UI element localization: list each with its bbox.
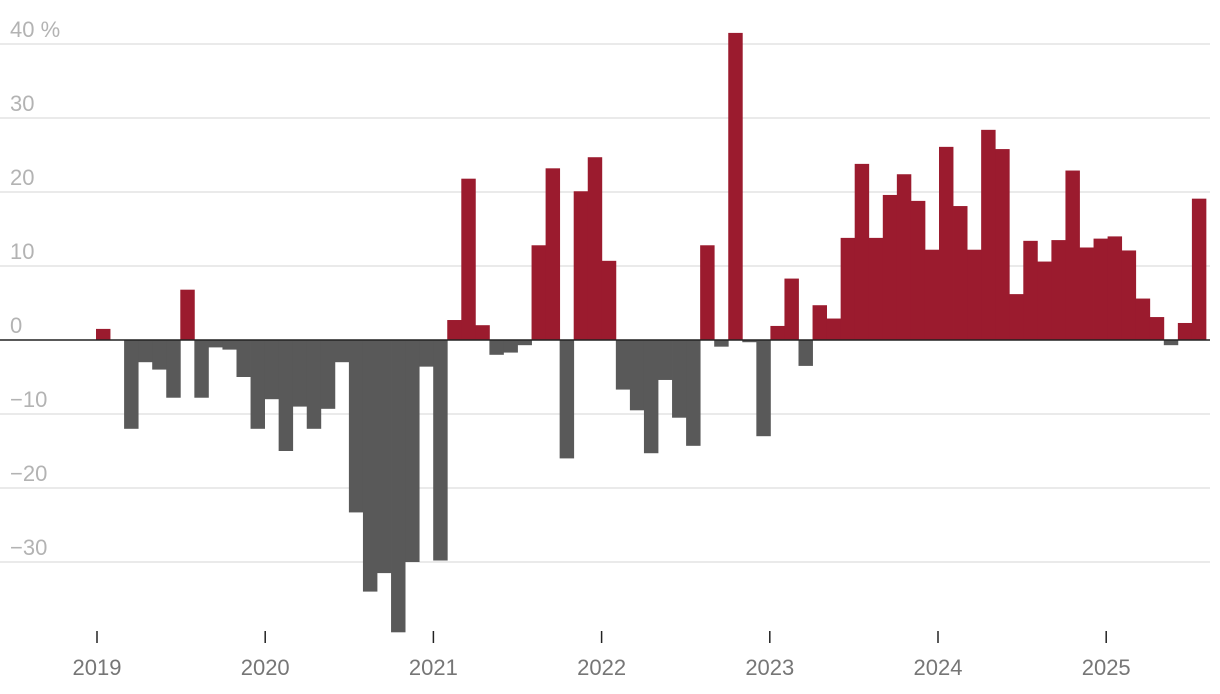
bar-negative <box>405 340 420 562</box>
bar-positive <box>1093 238 1108 340</box>
bar-negative <box>377 340 392 574</box>
y-tick-label: 40 % <box>10 17 60 42</box>
bar-positive <box>601 260 617 340</box>
x-tick-label: 2024 <box>914 655 963 680</box>
bar-positive <box>910 200 926 340</box>
bar-positive <box>461 178 476 340</box>
bar-positive <box>812 305 827 340</box>
bar-positive <box>953 206 968 340</box>
bar-positive <box>96 328 111 340</box>
grid-lines <box>0 43 1210 563</box>
y-tick-label: 0 <box>10 313 22 338</box>
bar-negative <box>1163 340 1179 346</box>
bar-negative <box>615 340 631 390</box>
bar-negative <box>138 340 153 363</box>
bar-positive <box>1135 298 1151 340</box>
bar-negative <box>166 340 181 398</box>
bar-negative <box>264 340 280 400</box>
bar-positive <box>981 129 996 340</box>
axes <box>0 339 1210 643</box>
bar-negative <box>658 340 673 380</box>
x-tick-label: 2020 <box>241 655 290 680</box>
bar-positive <box>770 325 785 340</box>
bar-negative <box>292 340 308 407</box>
bar-negative <box>124 340 139 429</box>
bar-positive <box>545 168 561 340</box>
bar-positive <box>784 278 799 340</box>
x-tick-label: 2021 <box>409 655 458 680</box>
bar-negative <box>236 340 251 377</box>
bar-positive <box>1177 322 1193 340</box>
bar-positive <box>531 245 546 340</box>
bar-positive <box>1023 240 1038 340</box>
y-tick-label: −20 <box>10 461 47 486</box>
bar-negative <box>714 340 729 347</box>
bar-negative <box>208 340 223 348</box>
bar-negative <box>391 340 406 633</box>
bar-negative <box>559 340 575 459</box>
bar-negative <box>306 340 322 429</box>
bar-negative <box>278 340 294 451</box>
bar-positive <box>728 32 743 341</box>
y-tick-label: −10 <box>10 387 47 412</box>
bar-positive <box>1051 240 1066 340</box>
bars <box>96 32 1207 633</box>
y-tick-label: −30 <box>10 535 47 560</box>
bar-positive <box>180 289 195 340</box>
bar-negative <box>503 340 518 353</box>
bar-positive <box>826 318 842 340</box>
x-tick-label: 2022 <box>577 655 626 680</box>
bar-positive <box>868 237 884 340</box>
bar-positive <box>854 163 870 340</box>
bar-negative <box>222 340 237 350</box>
bar-positive <box>587 157 603 340</box>
bar-positive <box>939 146 954 340</box>
bar-positive <box>1107 236 1123 340</box>
bar-negative <box>250 340 265 429</box>
bar-positive <box>700 245 715 340</box>
bar-positive <box>1121 250 1137 340</box>
bar-negative <box>194 340 209 398</box>
bar-positive <box>924 249 940 340</box>
bar-negative <box>419 340 434 367</box>
bar-positive <box>573 191 589 340</box>
x-tick-label: 2019 <box>73 655 122 680</box>
y-tick-label: 10 <box>10 239 34 264</box>
x-tick-label: 2023 <box>745 655 794 680</box>
y-tick-label: 30 <box>10 91 34 116</box>
bar-negative <box>643 340 659 454</box>
bar-positive <box>995 149 1010 340</box>
bar-positive <box>840 237 856 340</box>
bar-negative <box>629 340 645 411</box>
bar-negative <box>742 340 757 343</box>
bar-positive <box>475 325 490 340</box>
bar-negative <box>489 340 504 355</box>
bar-positive <box>1191 198 1207 340</box>
bar-positive <box>1065 170 1080 340</box>
x-tick-label: 2025 <box>1082 655 1131 680</box>
bar-negative <box>433 340 448 561</box>
bar-negative <box>320 340 336 409</box>
bar-positive <box>1037 261 1052 340</box>
tick-labels: 40 % 30 20 10 0 −10 −20 −30 2019 2020 2021 2022 2023… <box>10 17 1131 680</box>
bar-positive <box>967 249 982 340</box>
bar-negative <box>798 340 813 366</box>
bar-positive <box>882 194 898 340</box>
bar-positive <box>1149 317 1165 340</box>
bar-negative <box>672 340 687 418</box>
bar-negative <box>334 340 350 363</box>
bar-positive <box>896 174 912 340</box>
bar-positive <box>447 320 462 340</box>
bar-negative <box>686 340 701 446</box>
bar-positive <box>1079 247 1094 340</box>
bar-negative <box>517 340 532 346</box>
bar-positive <box>1009 294 1024 340</box>
bar-negative <box>348 340 364 513</box>
bar-negative <box>756 340 771 437</box>
y-tick-label: 20 <box>10 165 34 190</box>
bar-negative <box>152 340 167 370</box>
bar-negative <box>362 340 378 592</box>
